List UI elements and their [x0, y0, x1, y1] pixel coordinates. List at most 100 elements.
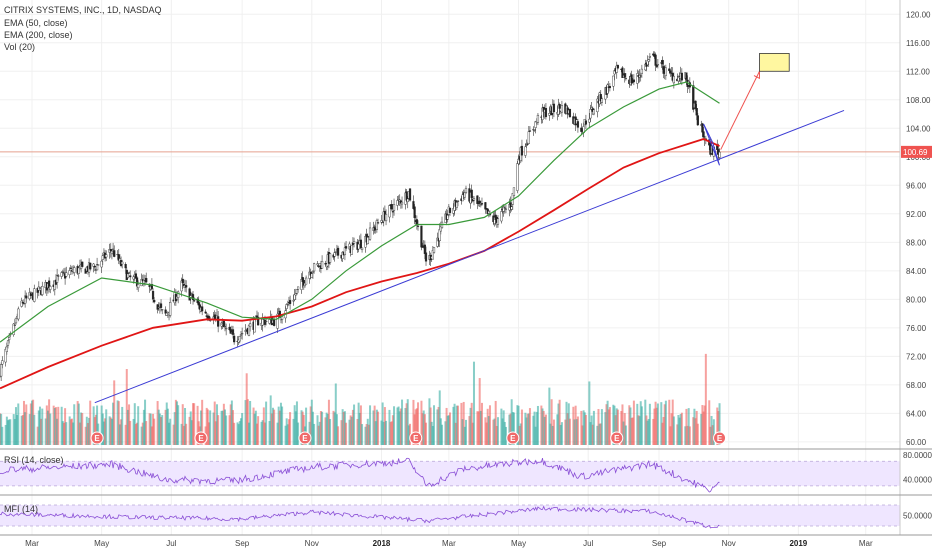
volume-bar	[598, 423, 601, 445]
target-box[interactable]	[759, 53, 790, 72]
candle-body	[455, 202, 458, 208]
volume-bar	[366, 418, 369, 445]
price-tick-label: 72.00	[906, 352, 927, 361]
volume-bar	[566, 413, 569, 445]
ema200-legend[interactable]: EMA (200, close)	[4, 30, 73, 40]
earnings-marker-label: E	[198, 434, 204, 443]
candle-body	[110, 250, 114, 254]
earnings-marker[interactable]	[90, 431, 104, 445]
volume-bar	[535, 411, 538, 445]
volume-bar	[581, 425, 584, 445]
volume-bar	[452, 406, 455, 445]
volume-bar	[669, 426, 672, 445]
volume-bar	[45, 405, 48, 445]
earnings-marker[interactable]	[194, 431, 208, 445]
candle-body	[438, 229, 441, 242]
volume-bar	[30, 400, 33, 445]
volume-bar	[351, 409, 354, 445]
volume-bar	[16, 414, 19, 445]
candle-body	[53, 280, 56, 290]
volume-bar	[318, 421, 321, 445]
candle-body	[589, 108, 592, 119]
last-price-tag[interactable]	[901, 145, 932, 158]
candle-body	[668, 68, 671, 71]
candle-body	[636, 73, 639, 84]
volume-bar	[260, 421, 263, 445]
earnings-marker[interactable]	[409, 431, 423, 445]
volume-bar	[86, 422, 89, 445]
mfi-legend[interactable]: MFI (14)	[4, 504, 38, 514]
volume-bar	[462, 401, 465, 445]
trendline[interactable]	[94, 110, 845, 404]
symbol-title[interactable]: CITRIX SYSTEMS, INC., 1D, NASDAQ	[4, 5, 162, 15]
volume-bar	[461, 419, 464, 445]
ema50-legend[interactable]: EMA (50, close)	[4, 18, 68, 28]
volume-bar	[335, 414, 338, 445]
volume-bar	[273, 409, 276, 445]
volume-bar	[653, 408, 656, 445]
candle-body	[310, 273, 313, 278]
wedge-pattern[interactable]	[703, 123, 720, 166]
volume-bar	[294, 411, 297, 445]
volume-bar	[181, 404, 184, 445]
candle-body	[113, 250, 116, 257]
projection-arrow[interactable]	[720, 71, 760, 150]
price-axis[interactable]: 120.00116.00112.00108.00104.00100.0096.0…	[901, 10, 932, 521]
volume-bar	[568, 418, 571, 445]
volume-bar	[257, 416, 260, 445]
candle-body	[61, 271, 64, 273]
candle-body	[464, 187, 468, 194]
volume-bar	[281, 406, 284, 445]
volume-bar	[244, 400, 247, 445]
volume-bar	[112, 402, 115, 445]
drawings[interactable]	[94, 53, 845, 404]
candle-body	[276, 313, 279, 329]
volume-bar	[230, 400, 233, 445]
candle-body	[405, 191, 408, 201]
volume-bar	[676, 424, 679, 445]
volume-bar	[549, 423, 552, 445]
price-tick-label: 64.00	[906, 409, 927, 418]
volume-bar	[141, 422, 144, 445]
earnings-marker[interactable]	[713, 431, 727, 445]
candle-body	[390, 204, 393, 210]
last-price-label: 100.69	[903, 148, 928, 157]
price-tick-label: 76.00	[906, 324, 927, 333]
candle-body	[669, 70, 672, 73]
candle-body	[384, 214, 388, 222]
volume-bar	[383, 407, 386, 445]
candle-body	[217, 316, 220, 327]
time-tick-label: Sep	[652, 539, 667, 548]
volume-bar	[334, 383, 337, 445]
volume-bar	[678, 417, 681, 445]
volume-bar	[687, 408, 690, 445]
candle-body	[25, 295, 28, 299]
earnings-marker[interactable]	[506, 431, 520, 445]
volume-bar	[718, 403, 721, 445]
volume-legend[interactable]: Vol (20)	[4, 42, 35, 52]
volume-bar	[89, 400, 92, 445]
candle-body	[588, 118, 591, 123]
volume-bar	[153, 418, 156, 445]
candle-body	[366, 237, 369, 245]
volume-bar	[168, 422, 171, 445]
time-axis[interactable]: Mar May Jul Sep Nov 2018 Mar May Jul Sep Nov 2019 Ma…	[25, 539, 873, 548]
candle-body	[558, 104, 561, 109]
earnings-marker[interactable]	[298, 431, 312, 445]
volume-bar	[136, 422, 139, 445]
candle-body	[294, 293, 297, 296]
volume-bar	[157, 409, 160, 445]
earnings-marker[interactable]	[610, 431, 624, 445]
volume-bar	[60, 406, 63, 445]
volume-bar	[192, 403, 195, 445]
candle-body	[33, 288, 36, 302]
volume-bar	[109, 417, 112, 445]
volume-bar	[540, 405, 543, 445]
volume-bar	[277, 406, 280, 445]
time-tick-label: 2019	[789, 539, 807, 548]
volume-bar	[5, 416, 8, 445]
volume-bar	[364, 426, 367, 445]
rsi-legend[interactable]: RSI (14, close)	[4, 455, 64, 465]
